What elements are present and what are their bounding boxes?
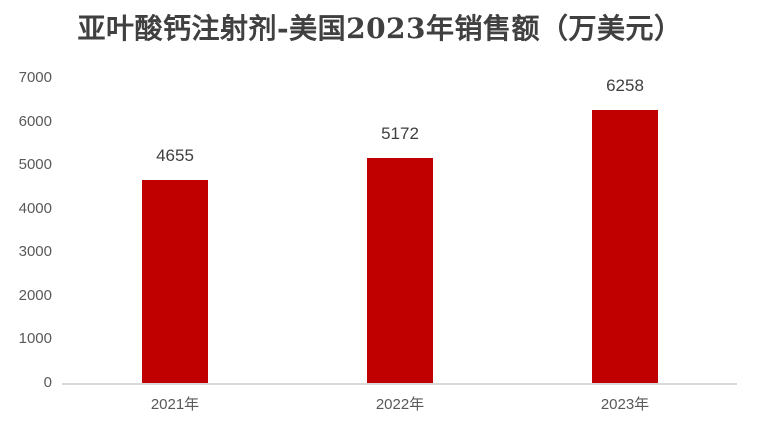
y-axis-tick-label: 3000: [18, 243, 52, 261]
y-axis-tick-label: 7000: [18, 69, 52, 86]
y-axis-tick-label: 5000: [18, 156, 52, 174]
x-axis-tick-label: 2022年: [375, 396, 425, 413]
y-axis-tick-label: 1000: [18, 330, 52, 348]
y-axis-tick-label: 6000: [18, 112, 52, 130]
y-axis-tick-label: 4000: [18, 199, 52, 217]
bar-value-label: 4655: [156, 146, 194, 165]
plot-area: [62, 78, 737, 385]
chart-title: 亚叶酸钙注射剂-美国2023年销售额（万美元）: [77, 12, 683, 45]
bar: [367, 158, 433, 383]
y-axis-tick-label: 0: [43, 374, 52, 391]
y-axis-tick-label: 2000: [18, 286, 52, 304]
bar: [142, 180, 208, 383]
bar-value-label: 5172: [381, 124, 419, 143]
bar-value-label: 6258: [606, 76, 644, 95]
x-axis-tick-label: 2021年: [150, 396, 200, 413]
x-axis-tick-label: 2023年: [600, 396, 650, 413]
bar: [592, 110, 658, 383]
